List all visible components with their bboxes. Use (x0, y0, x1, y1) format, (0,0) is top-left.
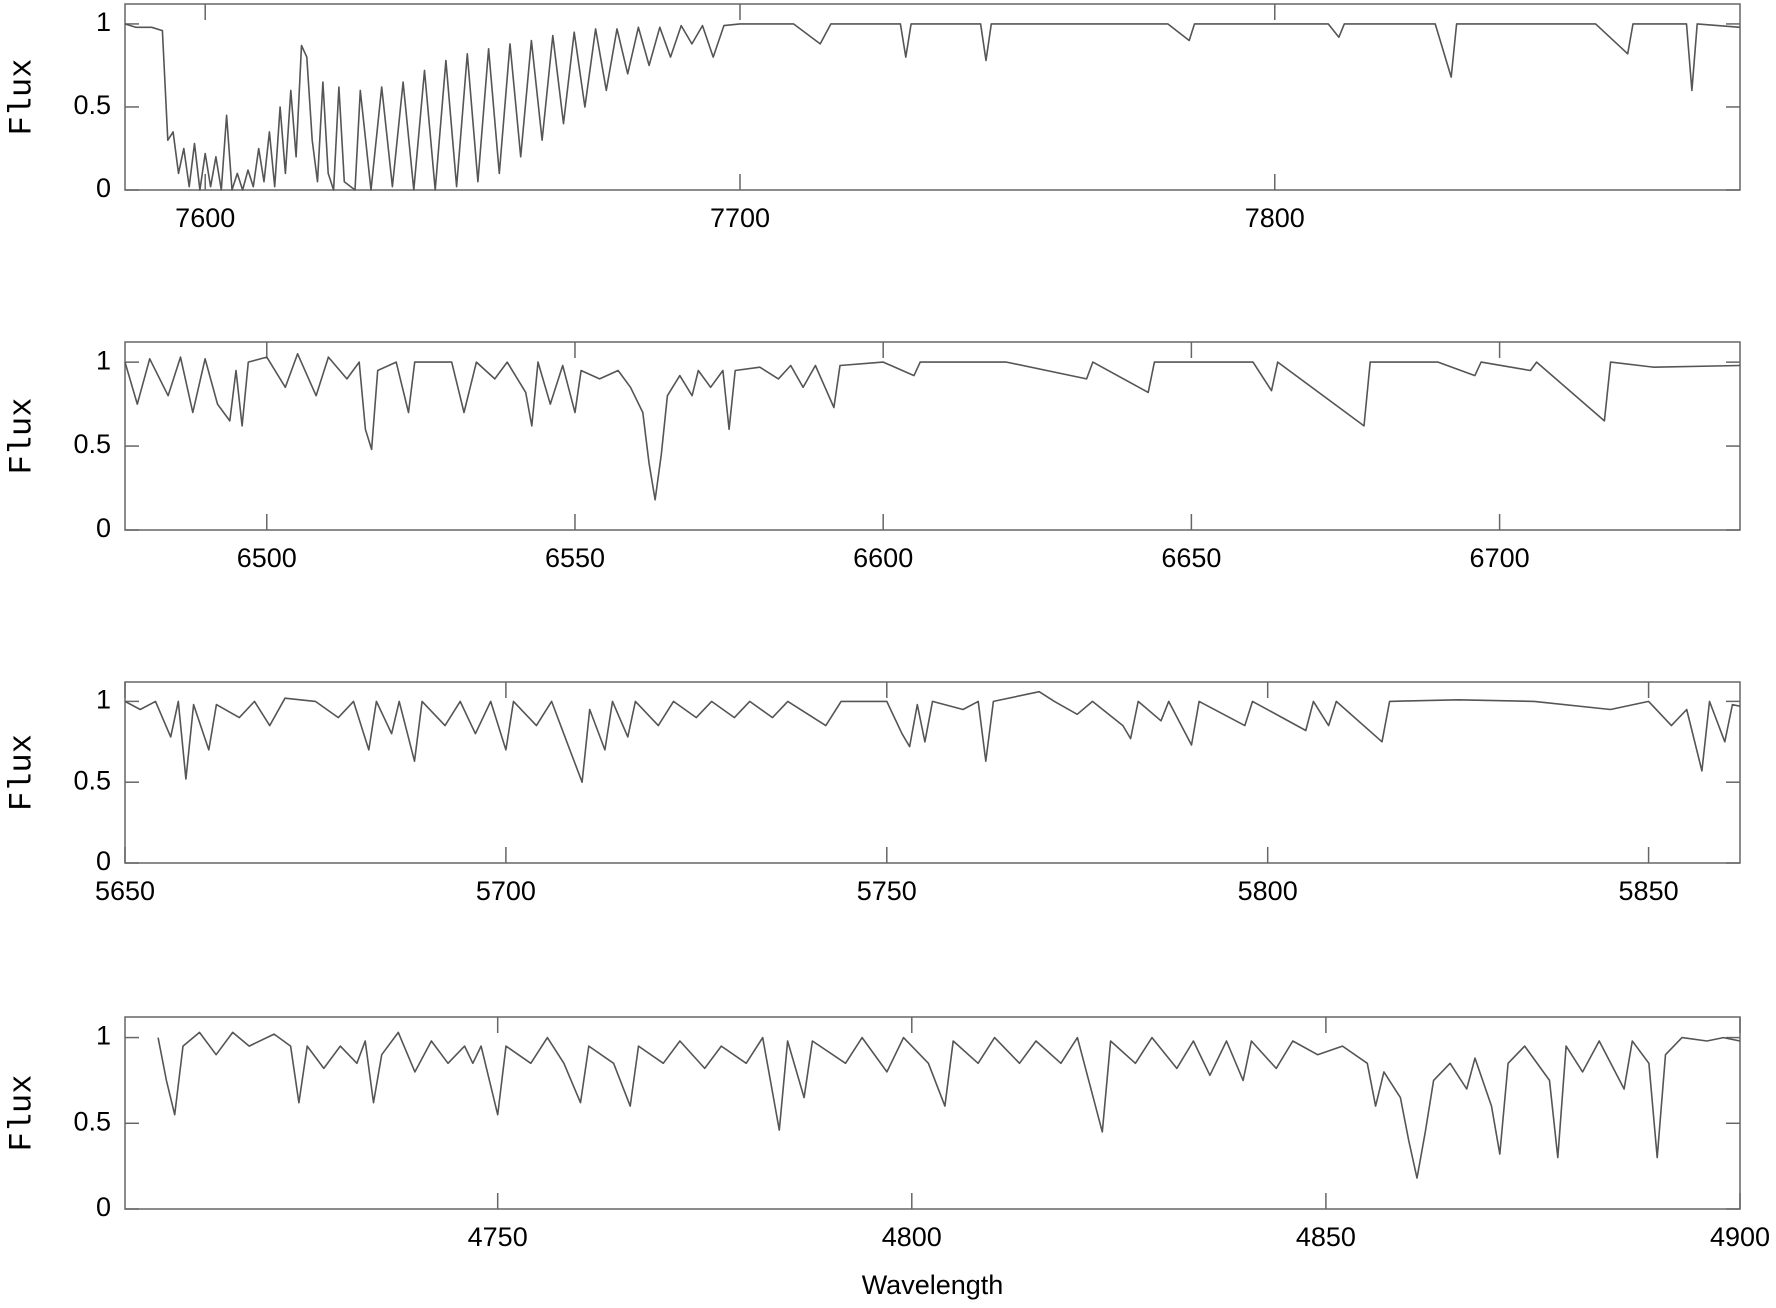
plot-frame (124, 341, 1741, 531)
y-tick-label: 0.5 (73, 765, 111, 795)
x-tick-label: 6500 (237, 543, 297, 573)
y-tick-label: 0.5 (73, 90, 111, 120)
y-tick-label: 0 (96, 846, 111, 876)
x-tick-label: 5750 (857, 876, 917, 906)
y-axis-label: Flux (3, 734, 40, 811)
y-axis-label: Flux (3, 398, 40, 475)
x-axis-label: Wavelength (862, 1270, 1004, 1300)
spectrum-line (124, 23, 1741, 191)
x-tick-label: 6700 (1470, 543, 1530, 573)
y-tick-label: 0 (96, 1192, 111, 1222)
x-tick-label: 6600 (853, 543, 913, 573)
spectrum-line (124, 353, 1741, 501)
x-tick-label: 7700 (710, 203, 770, 233)
y-tick-label: 0 (96, 173, 111, 203)
plot-frame (124, 681, 1741, 864)
x-tick-label: 4750 (468, 1222, 528, 1252)
x-tick-label: 6650 (1161, 543, 1221, 573)
y-tick-label: 1 (96, 1021, 111, 1051)
plot-frame (124, 1016, 1741, 1210)
y-tick-label: 1 (96, 7, 111, 37)
y-axis-label: Flux (3, 1075, 40, 1152)
x-tick-label: 4900 (1710, 1222, 1770, 1252)
y-tick-label: 0.5 (73, 429, 111, 459)
y-axis-label: Flux (3, 59, 40, 136)
plot-frame (124, 3, 1741, 191)
y-tick-label: 1 (96, 685, 111, 715)
x-tick-label: 5850 (1619, 876, 1679, 906)
x-tick-label: 5800 (1238, 876, 1298, 906)
x-tick-label: 7600 (175, 203, 235, 233)
y-tick-label: 0 (96, 513, 111, 543)
x-tick-label: 4850 (1296, 1222, 1356, 1252)
x-tick-label: 6550 (545, 543, 605, 573)
x-tick-label: 5650 (95, 876, 155, 906)
spectrum-line (124, 690, 1741, 783)
y-tick-label: 1 (96, 345, 111, 375)
y-tick-label: 0.5 (73, 1106, 111, 1136)
x-tick-label: 7800 (1245, 203, 1305, 233)
x-tick-label: 4800 (882, 1222, 942, 1252)
x-tick-label: 5700 (476, 876, 536, 906)
spectrum-line (157, 1031, 1741, 1179)
